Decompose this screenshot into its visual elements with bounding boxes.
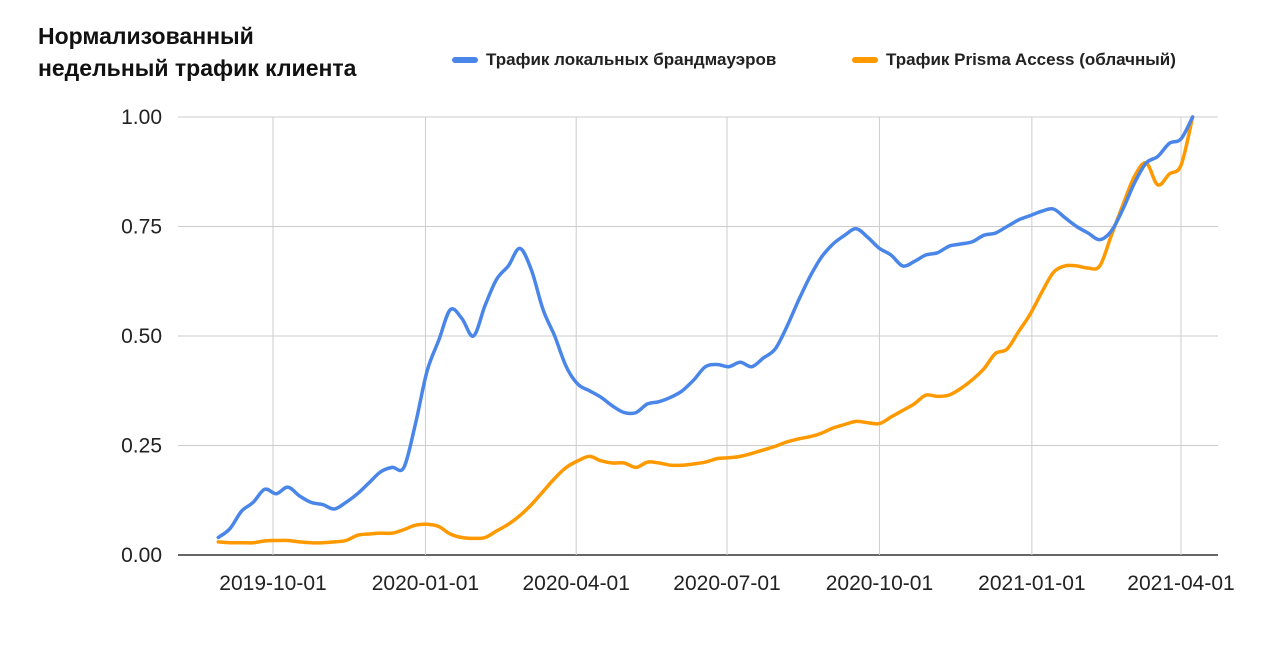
y-tick-label: 0.75 — [121, 216, 162, 239]
series-line-prisma-access — [216, 115, 1195, 545]
legend-label-prisma: Трафик Prisma Access (облачный) — [886, 50, 1176, 69]
legend-label-firewall: Трафик локальных брандмауэров — [486, 50, 777, 69]
series-line-local-firewalls — [216, 115, 1195, 540]
x-tick-label: 2020-01-01 — [372, 572, 479, 595]
legend-swatch-firewall — [452, 57, 478, 63]
x-tick-label: 2020-10-01 — [826, 572, 933, 595]
x-tick-label: 2020-04-01 — [523, 572, 630, 595]
x-tick-label: 2019-10-01 — [219, 572, 326, 595]
x-tick-label: 2021-01-01 — [978, 572, 1085, 595]
x-tick-label: 2020-07-01 — [673, 572, 780, 595]
x-tick-label: 2021-04-01 — [1127, 572, 1234, 595]
chart-title-line-1: Нормализованный — [38, 23, 254, 49]
legend-swatch-prisma — [852, 57, 878, 63]
y-tick-label: 0.00 — [121, 544, 162, 567]
legend-item-prisma: Трафик Prisma Access (облачный) — [852, 50, 1176, 70]
y-tick-label: 0.25 — [121, 435, 162, 458]
chart-title-line-2: недельный трафик клиента — [38, 55, 357, 81]
legend-item-firewall: Трафик локальных брандмауэров — [452, 50, 776, 70]
y-tick-label: 0.50 — [121, 325, 162, 348]
y-tick-label: 1.00 — [121, 106, 162, 129]
chart-title: Нормализованный недельный трафик клиента — [38, 20, 356, 84]
